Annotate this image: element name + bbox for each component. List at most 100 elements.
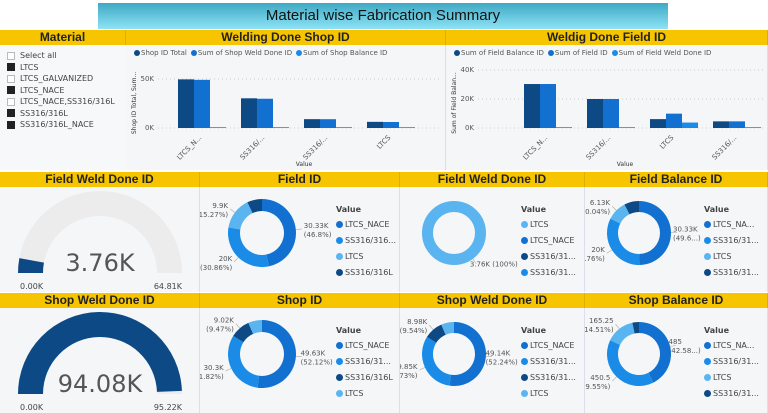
slicer-item[interactable]: SS316/316L (7, 108, 126, 120)
donut-slice[interactable] (632, 322, 639, 334)
checkbox-icon[interactable] (7, 63, 15, 72)
donut-slice[interactable] (607, 340, 654, 386)
legend-item[interactable]: Sum of Field Weld Done ID (611, 49, 711, 57)
legend-item[interactable]: Sum of Shop Balance ID (296, 49, 387, 57)
donut-slice[interactable] (228, 227, 269, 267)
legend-item[interactable]: SS316/31... (336, 357, 393, 366)
slicer-item[interactable]: LTCS_GALVANIZED (7, 73, 126, 85)
shop-gauge-visual[interactable]: 94.08K 0.00K 95.22K (0, 308, 200, 413)
bar[interactable] (178, 79, 194, 128)
donut-slice[interactable] (624, 201, 639, 215)
legend-item[interactable]: LTCS_NACE (521, 236, 576, 245)
donut-slice[interactable] (422, 336, 452, 386)
field-balance-visual[interactable]: 30.33K(49.6...) 20K(32.76%) 6.13K(10.04%) V… (585, 187, 768, 292)
leader-line (419, 367, 426, 371)
legend-item[interactable]: LTCS (521, 389, 576, 398)
field-bar-visual[interactable]: Sum of Field Balance ID Sum of Field ID Su… (446, 45, 768, 170)
legend-item[interactable]: Sum of Field ID (547, 49, 608, 57)
bar[interactable] (194, 79, 210, 128)
field-weld-donut-visual[interactable]: 3.76K (100%) Value LTCS LTCS_NACE SS316/31..… (400, 187, 585, 292)
bar[interactable] (603, 99, 619, 128)
donut-slice[interactable] (247, 199, 262, 214)
legend-item[interactable]: SS316/31... (704, 236, 759, 245)
legend-item[interactable]: SS316/31... (521, 357, 576, 366)
bar[interactable] (210, 127, 226, 128)
donut-slice[interactable] (639, 201, 672, 265)
checkbox-icon[interactable] (7, 120, 15, 129)
donut-slice[interactable] (426, 324, 446, 343)
legend-item[interactable]: LTCS_NACE (521, 341, 576, 350)
checkbox-icon[interactable] (7, 109, 15, 118)
bar[interactable] (682, 122, 698, 128)
slicer-item[interactable]: LTCS (7, 62, 126, 74)
legend-item[interactable]: SS316/31... (704, 268, 759, 277)
bar[interactable] (367, 121, 383, 128)
donut-slice[interactable] (257, 320, 297, 388)
legend-item[interactable]: Sum of Field Balance ID (454, 49, 544, 57)
checkbox-icon[interactable] (7, 74, 15, 83)
bar[interactable] (241, 98, 257, 128)
legend-item[interactable]: SS316/31... (521, 373, 576, 382)
bar[interactable] (336, 127, 352, 128)
field-gauge-visual[interactable]: 3.76K 0.00K 64.81K (0, 187, 200, 292)
legend-item[interactable]: SS316/31... (521, 252, 576, 261)
legend-item[interactable]: SS316/316... (336, 236, 396, 245)
donut-slice[interactable] (449, 322, 486, 386)
legend-item[interactable]: LTCS_NACE (336, 341, 393, 350)
donut-slice[interactable] (610, 204, 630, 224)
legend-item[interactable]: SS316/316L (336, 268, 396, 277)
donut-slice[interactable] (262, 199, 296, 267)
slicer-item[interactable]: LTCS_NACE (7, 85, 126, 97)
donut-slice[interactable] (248, 320, 262, 334)
legend-item[interactable]: LTCS_NA... (704, 341, 759, 350)
bar[interactable] (304, 119, 320, 128)
shop-id-visual[interactable]: 49.63K(52.12%) 30.3K(31.82%) 9.02K(9.47%) V… (200, 308, 400, 413)
shop-weld-donut-visual[interactable]: 49.14K(52.24%) 29.85K(31.73%) 8.98K(9.54%)… (400, 308, 585, 413)
bar[interactable] (383, 122, 399, 128)
slicer-item[interactable]: SS316/316L_NACE (7, 119, 126, 131)
donut-slice[interactable] (233, 322, 254, 343)
legend-item[interactable]: LTCS_NA... (704, 220, 759, 229)
donut-slice[interactable] (422, 201, 486, 265)
shop-bar-visual[interactable]: Shop ID Total Sum of Shop Weld Done ID Sum… (126, 45, 446, 170)
checkbox-icon[interactable] (7, 97, 15, 106)
bar[interactable] (587, 99, 603, 128)
legend-item[interactable]: LTCS (521, 220, 576, 229)
donut-slice[interactable] (228, 335, 260, 388)
bar[interactable] (257, 98, 273, 128)
legend-item[interactable]: LTCS_NACE (336, 220, 396, 229)
donut-slice[interactable] (228, 202, 253, 230)
shop-balance-visual[interactable]: 485(42.58...) 450.5(39.55%) 165.25(14.51%)… (585, 308, 768, 413)
legend-item[interactable]: LTCS (704, 252, 759, 261)
bar[interactable] (650, 119, 666, 128)
checkbox-icon[interactable] (7, 86, 15, 95)
bar[interactable] (666, 113, 682, 128)
bar[interactable] (619, 127, 635, 128)
legend-item[interactable]: SS316/31... (521, 268, 576, 277)
bar[interactable] (713, 121, 729, 128)
bar[interactable] (399, 127, 415, 128)
legend-item[interactable]: Shop ID Total (134, 49, 187, 57)
checkbox-icon[interactable] (7, 51, 15, 60)
bar[interactable] (729, 121, 745, 128)
bar[interactable] (745, 127, 761, 128)
legend-item[interactable]: LTCS (704, 373, 759, 382)
legend-item[interactable]: LTCS (336, 389, 393, 398)
field-id-visual[interactable]: 30.33K(46.8%) 20K(30.86%) 9.9K(15.27%) Valu… (200, 187, 400, 292)
legend-item[interactable]: Sum of Shop Weld Done ID (190, 49, 292, 57)
bar[interactable] (556, 127, 572, 128)
legend-item[interactable]: SS316/31... (704, 357, 759, 366)
bar[interactable] (273, 127, 289, 128)
slicer-item[interactable]: Select all (7, 50, 126, 62)
bar[interactable] (540, 84, 556, 128)
donut-slice[interactable] (607, 218, 640, 265)
donut-slice[interactable] (639, 322, 671, 383)
bar[interactable] (320, 119, 336, 128)
donut-slice[interactable] (441, 322, 454, 335)
legend-item[interactable]: SS316/316L (336, 373, 393, 382)
legend-item[interactable]: LTCS (336, 252, 396, 261)
bar[interactable] (524, 84, 540, 128)
legend-item[interactable]: SS316/31... (704, 389, 759, 398)
slicer-item[interactable]: LTCS_NACE,SS316/316L (7, 96, 126, 108)
donut-slice[interactable] (610, 322, 635, 345)
